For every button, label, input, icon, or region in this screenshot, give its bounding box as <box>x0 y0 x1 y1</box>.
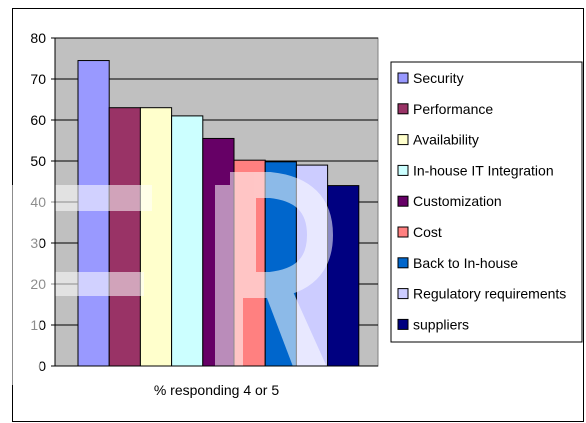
watermark-shape <box>262 285 335 385</box>
y-tick-label: 0 <box>38 358 46 374</box>
legend-entry: Customization <box>413 193 502 209</box>
legend-entry: In-house IT Integration <box>413 162 554 178</box>
y-tick-label: 60 <box>30 112 46 128</box>
legend-swatch <box>397 164 409 176</box>
legend-box <box>390 61 583 343</box>
bar-in-house-it-integration <box>171 115 204 367</box>
bar-availability <box>139 107 173 367</box>
legend-swatch <box>397 318 409 330</box>
legend-swatch <box>397 103 409 115</box>
y-tick-label: 50 <box>30 153 46 169</box>
legend-swatch <box>397 72 409 84</box>
legend-entry: Back to In-house <box>413 255 518 271</box>
legend-swatch <box>397 195 409 207</box>
legend: Security Performance Availability In-house … <box>390 61 583 343</box>
bar-suppliers <box>327 185 360 367</box>
bar-security <box>77 60 110 367</box>
legend-entry: Cost <box>413 224 442 240</box>
legend-entry: Availability <box>413 132 479 148</box>
legend-swatch <box>397 288 409 300</box>
legend-entry: suppliers <box>413 316 469 332</box>
watermark-shape <box>12 185 40 385</box>
y-tick-label: 80 <box>30 30 46 46</box>
bar-performance <box>108 107 141 367</box>
y-tick-label: 70 <box>30 71 46 87</box>
legend-swatch <box>397 134 409 146</box>
watermark-shape <box>230 172 334 298</box>
legend-entry: Performance <box>413 101 493 117</box>
legend-entry: Security <box>413 70 464 86</box>
watermark-logo <box>12 172 335 385</box>
x-axis-category-label: % responding 4 or 5 <box>154 382 280 398</box>
legend-swatch <box>397 226 409 238</box>
legend-swatch <box>397 257 409 269</box>
legend-entry: Regulatory requirements <box>413 286 566 302</box>
